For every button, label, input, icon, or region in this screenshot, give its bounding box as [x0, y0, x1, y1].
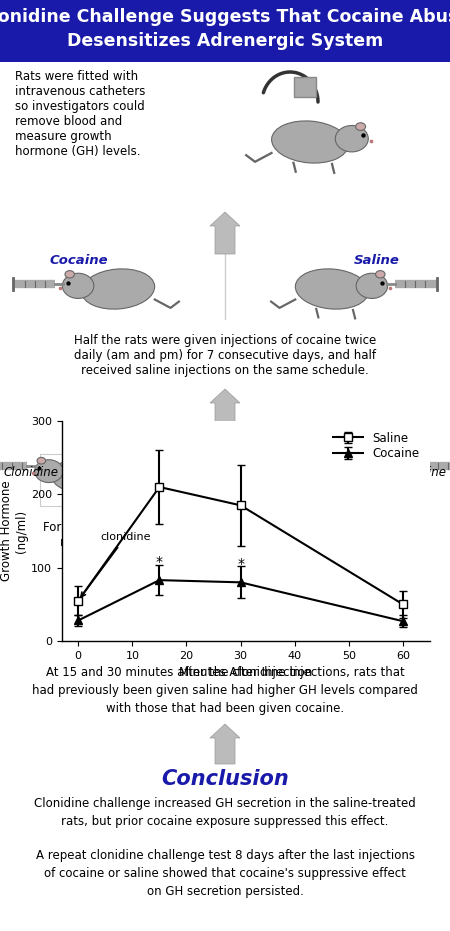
Ellipse shape	[387, 460, 415, 482]
Ellipse shape	[332, 456, 398, 492]
Ellipse shape	[81, 269, 155, 309]
FancyArrow shape	[210, 724, 240, 764]
Text: Clonidine: Clonidine	[3, 466, 58, 479]
Text: Half the rats were given injections of cocaine twice
daily (am and pm) for 7 con: Half the rats were given injections of c…	[74, 334, 376, 377]
Ellipse shape	[107, 463, 116, 469]
Text: At 15 and 30 minutes after the clonidine injections, rats that
had previously be: At 15 and 30 minutes after the clonidine…	[32, 666, 418, 715]
Ellipse shape	[295, 269, 369, 309]
Text: Conclusion: Conclusion	[161, 769, 289, 789]
Ellipse shape	[35, 460, 63, 482]
Ellipse shape	[272, 121, 348, 163]
Text: Rats were fitted with
intravenous catheters
so investigators could
remove blood : Rats were fitted with intravenous cathet…	[15, 70, 145, 158]
Text: Desensitizes Adrenergic System: Desensitizes Adrenergic System	[67, 32, 383, 50]
Ellipse shape	[335, 126, 368, 152]
Ellipse shape	[356, 123, 365, 130]
Ellipse shape	[356, 274, 387, 299]
Text: clonidine: clonidine	[81, 533, 150, 597]
Text: Saline: Saline	[354, 254, 400, 267]
FancyArrow shape	[210, 579, 240, 621]
Ellipse shape	[334, 463, 343, 469]
Text: Forty-two hours after their last injections of cocaine or saline,
rats from both: Forty-two hours after their last injecti…	[43, 521, 407, 564]
Text: Clonidine Challenge Suggests That Cocaine Abuse: Clonidine Challenge Suggests That Cocain…	[0, 8, 450, 26]
Y-axis label: Growth Hormone
(ng/ml): Growth Hormone (ng/ml)	[0, 480, 28, 581]
Text: *: *	[156, 555, 163, 569]
Text: Results: Results	[182, 626, 268, 646]
Ellipse shape	[63, 274, 94, 299]
Text: Cocaine: Cocaine	[50, 254, 108, 267]
Ellipse shape	[317, 465, 345, 488]
Ellipse shape	[37, 457, 45, 464]
Ellipse shape	[405, 457, 413, 464]
Legend: Saline, Cocaine: Saline, Cocaine	[328, 427, 424, 465]
Ellipse shape	[65, 271, 74, 278]
Text: *: *	[237, 557, 244, 571]
Ellipse shape	[262, 461, 328, 497]
Text: A repeat clonidine challenge test 8 days after the last injections
of cocaine or: A repeat clonidine challenge test 8 days…	[36, 849, 414, 898]
FancyArrow shape	[210, 389, 240, 431]
Ellipse shape	[52, 456, 118, 492]
Text: Clonidine challenge increased GH secretion in the saline-treated
rats, but prior: Clonidine challenge increased GH secreti…	[34, 797, 416, 828]
Ellipse shape	[105, 465, 133, 488]
FancyArrow shape	[210, 212, 240, 254]
Bar	[0, 0, 450, 62]
Text: Saline: Saline	[307, 441, 353, 454]
Text: Clonidine: Clonidine	[392, 466, 447, 479]
X-axis label: Minutes After Injection: Minutes After Injection	[180, 667, 313, 680]
Ellipse shape	[376, 271, 385, 278]
Bar	[294, 77, 316, 97]
Ellipse shape	[122, 461, 188, 497]
Text: Cocaine: Cocaine	[91, 441, 149, 454]
